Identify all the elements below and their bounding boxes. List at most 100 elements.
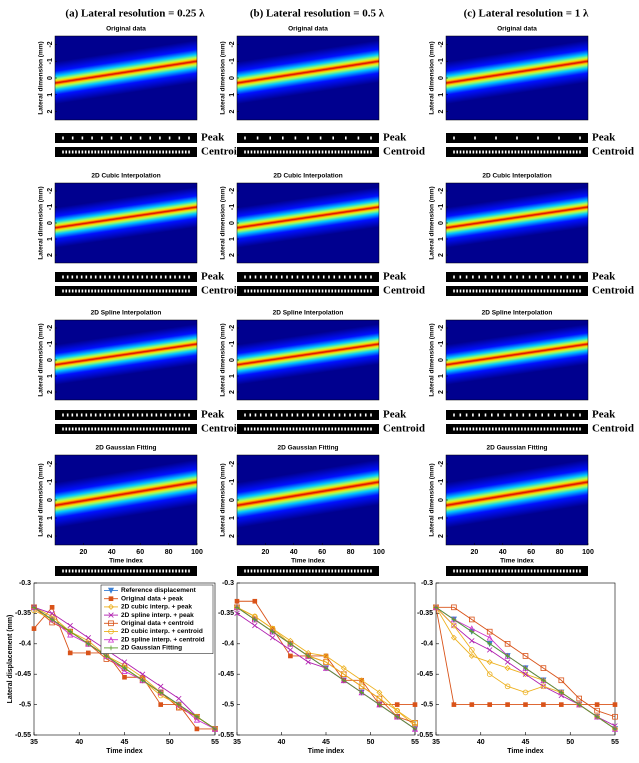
strip-label: Peak [592,132,616,144]
strip-dot [110,427,113,431]
strip-dot [524,289,526,293]
strip-dot [139,427,142,431]
y-tick-label: 0 [229,358,236,362]
strip-dot [97,150,100,154]
strip-dot [244,136,246,140]
strip-dot [175,150,177,154]
strip-dot [522,413,525,417]
marker [612,713,618,720]
series-line [236,606,416,724]
strip-dot [100,150,103,154]
strip-dot [113,275,116,279]
strip-dot [292,150,295,154]
strip [55,133,197,143]
y-tick-label: 0 [47,221,54,225]
strip-dot [97,569,100,573]
heatmap-image [55,320,197,400]
strip-dot [279,427,282,431]
strip-dot [459,150,462,154]
strip-dot [104,413,106,417]
strip-dot [324,289,327,293]
y-tick-label: 2 [47,534,54,538]
strip-dot [321,289,324,293]
strip-dot [556,289,559,293]
strip-dot [257,289,259,293]
strip-dot [308,289,311,293]
strip-dot [244,413,246,417]
strip-dot [324,427,327,431]
strip-dot [465,413,468,417]
strip-dot [275,275,278,279]
strip-dot [331,427,334,431]
y-tick-label: -2 [229,41,236,47]
strip-dot [286,289,288,293]
strip-dot [100,289,103,293]
strip [237,286,379,296]
strip-dot [76,275,78,279]
marker [269,635,276,641]
strip-dot [273,569,275,573]
y-tick-label: -2 [47,188,54,194]
strip-dot [244,289,246,293]
strip-dot [498,427,501,431]
strip-dot [324,150,327,154]
heatmap-image [446,183,588,263]
strip-dot [572,150,575,154]
strip-dot [133,150,135,154]
strip-dot [363,150,366,154]
strip-dot [75,289,77,293]
strip-dot [110,150,113,154]
strip [237,147,379,157]
strip-dot [253,569,256,573]
marker [412,726,418,732]
strip-dot [535,413,537,417]
y-tick-label: 2 [438,253,445,257]
strip-dot [312,569,314,573]
strip-dot [537,289,539,293]
strip-dot [296,275,299,279]
strip-dot [253,150,256,154]
x-tick-label: 20 [262,549,270,556]
marker [451,604,457,611]
y-tick-label: 2 [47,253,54,257]
x-tick-label: 80 [556,549,564,556]
marker [67,650,73,656]
x-tick-label: 60 [527,549,535,556]
strip-dot [524,427,526,431]
strip-dot [85,275,88,279]
strip [55,147,197,157]
strip-dot [508,289,510,293]
strip-dot [533,289,536,293]
marker [486,634,493,641]
strip-dot [479,569,481,573]
panel-title: 2D Spline Interpolation [91,310,162,317]
strip-dot [260,569,262,573]
strip-dot [139,289,142,293]
strip-dot [550,427,552,431]
x-tick-label: 45 [522,739,530,746]
strip-dot [579,413,581,417]
strip-dot [91,150,93,154]
y-tick-label: -0.45 [15,671,31,678]
marker [541,677,546,683]
y-tick-label: -1 [438,204,445,210]
strip-dot [302,289,304,293]
strip-dot [174,413,176,417]
strip-dot [337,427,340,431]
strip-dot [503,275,506,279]
strip-dot [155,150,158,154]
strip-dot [172,569,174,573]
strip-dot [370,427,372,431]
y-tick-label: -0.4 [421,641,433,648]
series-line [33,606,216,730]
y-tick-label: 0 [47,498,54,502]
marker [122,665,127,671]
strip-dot [172,150,174,154]
strip [55,272,197,282]
marker [107,636,115,643]
marker [412,720,418,726]
strip-dot [263,150,266,154]
strip-dot [104,150,106,154]
